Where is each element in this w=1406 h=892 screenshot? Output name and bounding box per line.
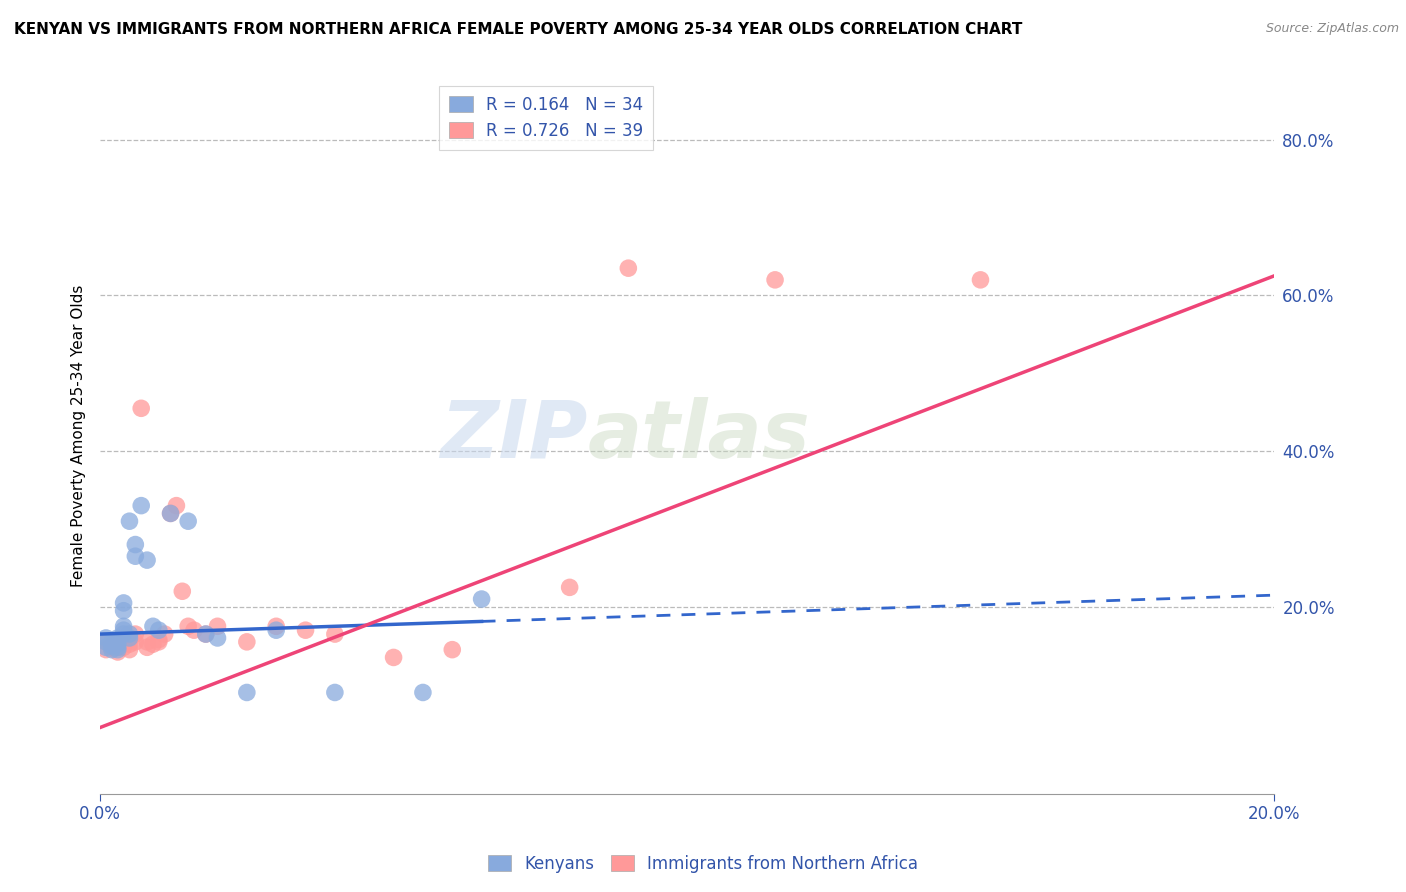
Point [264, 619, 287, 633]
Point [558, 580, 581, 594]
Point [101, 642, 124, 657]
Point [94, 640, 117, 655]
Point [124, 635, 146, 649]
Y-axis label: Female Poverty Among 25-34 Year Olds: Female Poverty Among 25-34 Year Olds [72, 285, 86, 587]
Point [129, 499, 152, 513]
Point [159, 507, 181, 521]
Point [107, 635, 129, 649]
Point [101, 639, 124, 653]
Point [129, 401, 152, 416]
Point [118, 632, 141, 647]
Point [177, 619, 200, 633]
Point [101, 640, 124, 655]
Legend: Kenyans, Immigrants from Northern Africa: Kenyans, Immigrants from Northern Africa [481, 848, 925, 880]
Point [617, 261, 640, 276]
Point [118, 514, 141, 528]
Point [412, 685, 434, 699]
Point [323, 685, 346, 699]
Point [165, 499, 187, 513]
Point [148, 623, 170, 637]
Point [107, 631, 129, 645]
Point [142, 637, 165, 651]
Point [94, 635, 117, 649]
Point [101, 635, 124, 649]
Point [294, 623, 316, 637]
Legend: R = 0.164   N = 34, R = 0.726   N = 39: R = 0.164 N = 34, R = 0.726 N = 39 [439, 86, 652, 150]
Point [101, 639, 124, 653]
Point [148, 632, 170, 647]
Point [264, 623, 287, 637]
Point [107, 637, 129, 651]
Point [112, 640, 135, 655]
Point [194, 627, 217, 641]
Point [323, 627, 346, 641]
Point [236, 685, 259, 699]
Text: Source: ZipAtlas.com: Source: ZipAtlas.com [1265, 22, 1399, 36]
Point [124, 549, 146, 564]
Text: atlas: atlas [588, 397, 810, 475]
Point [763, 273, 786, 287]
Point [112, 635, 135, 649]
Point [142, 619, 165, 633]
Point [118, 637, 141, 651]
Point [124, 537, 146, 551]
Point [118, 631, 141, 645]
Point [153, 627, 176, 641]
Point [107, 642, 129, 657]
Point [107, 645, 129, 659]
Point [107, 640, 129, 655]
Point [471, 592, 494, 607]
Point [136, 640, 159, 655]
Point [112, 627, 135, 641]
Point [94, 642, 117, 657]
Point [118, 627, 141, 641]
Point [118, 642, 141, 657]
Point [112, 637, 135, 651]
Point [207, 619, 229, 633]
Point [183, 623, 205, 637]
Point [159, 507, 181, 521]
Point [107, 640, 129, 655]
Point [112, 619, 135, 633]
Point [177, 514, 200, 528]
Point [236, 635, 259, 649]
Point [172, 584, 194, 599]
Point [112, 604, 135, 618]
Point [136, 553, 159, 567]
Point [148, 635, 170, 649]
Point [107, 635, 129, 649]
Point [194, 627, 217, 641]
Point [94, 631, 117, 645]
Point [124, 627, 146, 641]
Point [94, 635, 117, 649]
Text: ZIP: ZIP [440, 397, 588, 475]
Point [112, 623, 135, 637]
Point [112, 596, 135, 610]
Point [136, 635, 159, 649]
Text: KENYAN VS IMMIGRANTS FROM NORTHERN AFRICA FEMALE POVERTY AMONG 25-34 YEAR OLDS C: KENYAN VS IMMIGRANTS FROM NORTHERN AFRIC… [14, 22, 1022, 37]
Point [382, 650, 405, 665]
Point [441, 642, 464, 657]
Point [207, 631, 229, 645]
Point [969, 273, 991, 287]
